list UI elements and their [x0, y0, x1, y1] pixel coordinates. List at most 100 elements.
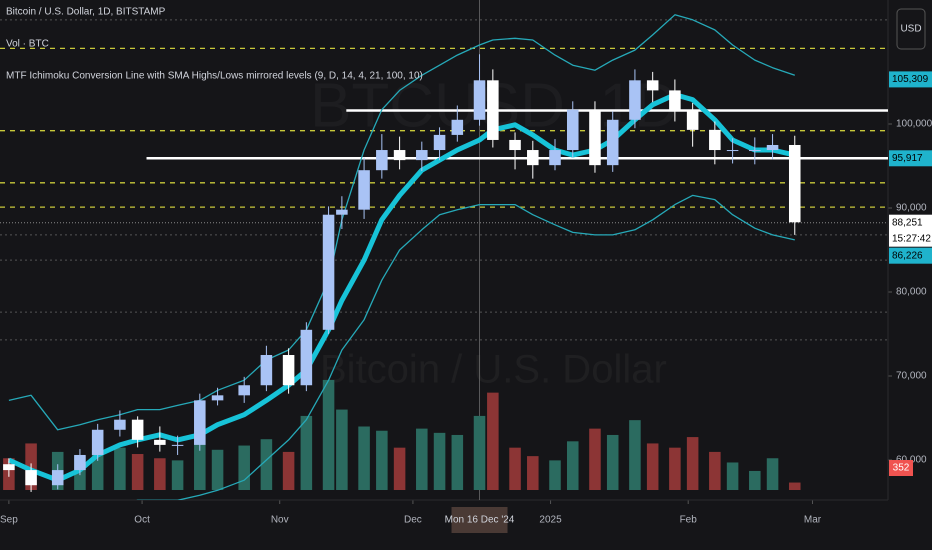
volume-bar [669, 447, 681, 490]
price-badge [889, 71, 932, 88]
volume-bar [473, 415, 486, 490]
indicator-label: MTF Ichimoku Conversion Line with SMA Hi… [6, 71, 423, 82]
y-tick-label: 90,000 [896, 203, 927, 214]
candle-body [91, 429, 104, 455]
volume-bar [322, 379, 335, 490]
volume-bar [131, 454, 144, 490]
candle-body [451, 119, 464, 135]
price-badge [889, 214, 932, 247]
volume-bar [709, 451, 721, 490]
candle-body [211, 395, 224, 401]
candle-body [629, 80, 641, 120]
volume-bar [300, 415, 313, 490]
candle-body [194, 400, 206, 445]
volume-bar [726, 462, 739, 490]
y-tick-label: 70,000 [896, 371, 927, 382]
volume-bar [154, 458, 166, 490]
candle-body [114, 419, 126, 430]
volume-bar [91, 449, 104, 490]
x-tick-label: Nov [271, 515, 289, 526]
candle-body [726, 150, 739, 152]
countdown: 15:27:42 [892, 233, 931, 244]
candle-body [669, 90, 681, 110]
candle-body [433, 134, 446, 151]
candle-body [766, 144, 779, 151]
y-tick-label: 80,000 [896, 287, 927, 298]
volume-bar [194, 434, 206, 490]
x-tick-label: 2025 [539, 515, 562, 526]
volume-bar [171, 460, 184, 490]
volume-bar [416, 428, 428, 490]
candle-body [686, 109, 699, 130]
overlay-line [7, 92, 796, 483]
volume-bar [211, 449, 224, 490]
volume-bar [749, 470, 761, 490]
currency-button[interactable] [896, 8, 926, 50]
indicator-label: Vol · BTC [6, 39, 49, 50]
candle-body [376, 150, 388, 171]
candle-body [51, 470, 64, 486]
volume-bar [686, 437, 699, 490]
volume-bar [336, 409, 348, 490]
overlay-line [136, 194, 795, 500]
price-badge-label: 86,226 [892, 250, 923, 261]
volume-bar [788, 482, 801, 490]
chart-title: Bitcoin / U.S. Dollar, 1D, BITSTAMP [6, 7, 166, 18]
volume-bar [509, 447, 521, 490]
volume-bar [282, 451, 295, 490]
candle-body [527, 150, 539, 166]
volume-bar [606, 434, 619, 490]
watermark: Bitcoin / U.S. Dollar [320, 348, 667, 392]
candle-body [171, 444, 184, 446]
crosshair-label: Mon 16 Dec '24 [445, 515, 515, 526]
x-tick-label: Feb [680, 515, 698, 526]
candle-body [487, 80, 499, 140]
candle-body [646, 80, 659, 91]
candle-body [25, 470, 37, 486]
x-tick-label: Sep [0, 515, 18, 526]
crosshair-label-box [451, 507, 508, 533]
candle-body [549, 150, 561, 166]
volume-bar [646, 443, 659, 490]
price-badge [889, 150, 932, 167]
volume-bar [629, 420, 641, 490]
volume-bar [451, 434, 464, 490]
candle-body [473, 80, 486, 120]
volume-bar [376, 430, 388, 490]
volume-bar [766, 458, 779, 490]
candle-body [749, 150, 761, 152]
price-badge-label: 88,251 [892, 217, 923, 228]
x-tick-label: Dec [404, 515, 422, 526]
volume-bar [358, 426, 370, 490]
volume-bar [238, 445, 250, 490]
volume-bar [549, 460, 561, 490]
candle-body [322, 214, 335, 330]
candle-body [74, 454, 86, 471]
volume-bar [393, 447, 406, 490]
candle-body [358, 170, 370, 210]
volume-badge [889, 460, 913, 476]
candle-body [606, 119, 619, 166]
price-badge-label: 95,917 [892, 153, 923, 164]
volume-bar [433, 432, 446, 490]
candle-body [566, 109, 579, 151]
candle-body [416, 150, 428, 161]
candle-body [154, 439, 166, 445]
price-badge-label: 105,309 [892, 74, 929, 85]
currency-label[interactable]: USD [900, 24, 921, 35]
volume-bar [487, 392, 499, 490]
candle-body [282, 355, 295, 386]
volume-bar [260, 439, 273, 490]
x-tick-label: Mar [804, 515, 822, 526]
price-badge [889, 247, 932, 264]
candle-body [509, 139, 521, 151]
candle-body [788, 144, 801, 223]
candle-body [131, 419, 144, 440]
candle-body [238, 385, 250, 396]
volume-badge-label: 352 [893, 463, 910, 474]
volume-bar [114, 447, 126, 490]
candle-body [393, 150, 406, 161]
volume-bar [566, 441, 579, 490]
candle-body [589, 109, 601, 166]
